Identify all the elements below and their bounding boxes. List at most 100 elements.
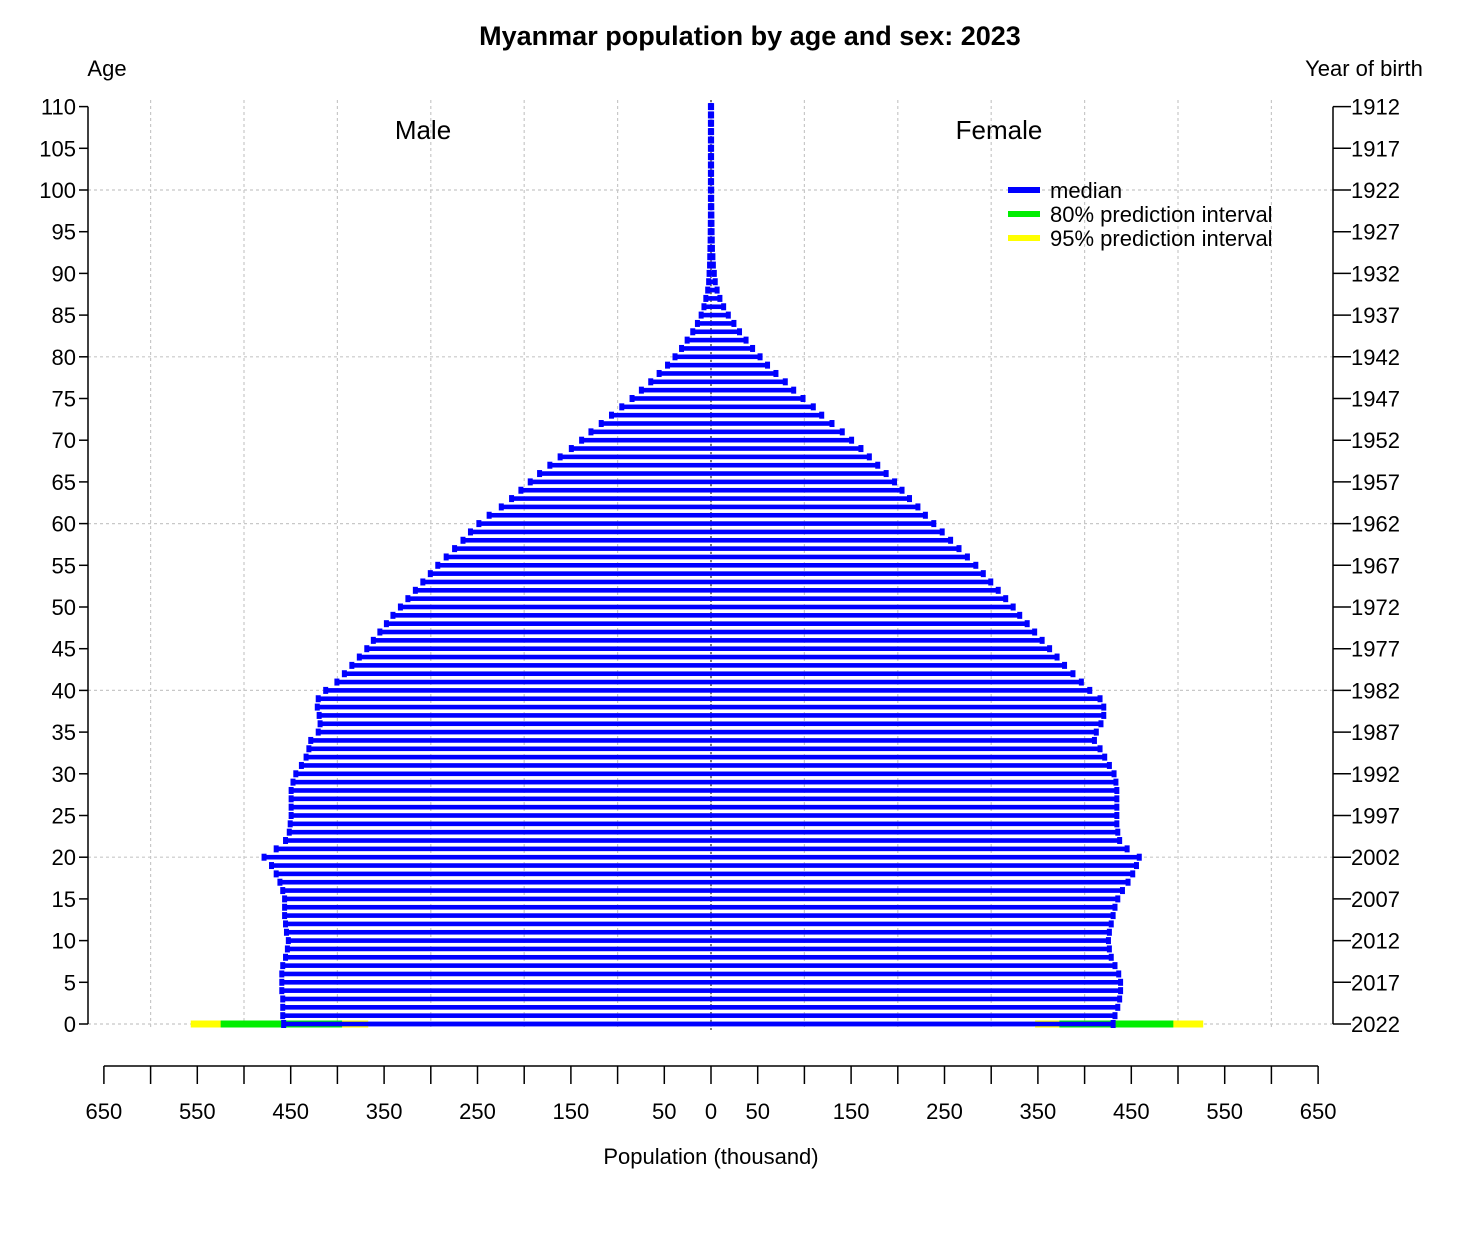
male-bar — [272, 863, 711, 868]
male-bar — [571, 446, 711, 451]
female-bar — [711, 354, 760, 360]
male-median-marker — [435, 561, 441, 569]
male-bar — [286, 929, 711, 935]
female-median-marker — [858, 445, 864, 453]
female-median-marker — [1114, 803, 1120, 811]
female-median-marker — [1114, 812, 1120, 819]
female-bar — [711, 454, 869, 460]
male-bar — [288, 938, 711, 943]
male-median-marker — [273, 845, 279, 853]
female-median-marker — [1110, 912, 1116, 920]
male-median-marker — [608, 411, 614, 419]
female-median-marker — [1118, 987, 1124, 995]
male-bar — [393, 613, 711, 618]
female-median-marker — [922, 511, 928, 519]
male-median-marker — [317, 720, 323, 728]
female-median-marker — [1112, 962, 1118, 970]
y-tick-label-left: 15 — [52, 887, 76, 912]
male-median-marker — [619, 403, 625, 411]
female-median-marker — [721, 303, 727, 311]
female-median-marker — [995, 586, 1001, 594]
female-median-marker — [709, 144, 715, 152]
male-bar — [512, 496, 711, 501]
male-bar — [319, 713, 711, 718]
female-bar — [711, 938, 1108, 943]
female-bar — [711, 829, 1118, 835]
female-median-marker — [1117, 837, 1123, 845]
female-median-marker — [709, 203, 715, 211]
x-tick-label: 650 — [86, 1099, 123, 1124]
x-tick-label: 450 — [1113, 1099, 1150, 1124]
male-bar — [286, 921, 711, 927]
female-bar — [711, 437, 852, 443]
male-bar — [287, 946, 711, 952]
female-median-marker — [915, 503, 921, 511]
x-tick-label: 50 — [652, 1099, 676, 1124]
female-bar — [711, 663, 1065, 668]
female-bar — [711, 954, 1111, 960]
male-median-marker — [283, 920, 289, 928]
y-tick-label-right: 2007 — [1351, 887, 1400, 912]
female-bar — [711, 913, 1113, 918]
female-bar — [711, 446, 861, 451]
male-bar — [311, 738, 711, 743]
male-median-marker — [315, 728, 321, 736]
male-bar — [317, 704, 711, 710]
female-bar — [711, 821, 1117, 827]
female-median-marker — [939, 528, 945, 536]
female-bar — [711, 504, 918, 510]
male-bar — [675, 354, 711, 360]
male-bar — [560, 454, 711, 460]
male-bar — [430, 571, 711, 576]
male-median-marker — [672, 353, 678, 361]
female-median-marker — [883, 470, 889, 478]
male-median-marker — [279, 987, 285, 995]
female-bar — [711, 529, 942, 535]
male-median-marker — [356, 653, 362, 661]
male-median-marker — [323, 686, 329, 694]
female-median-marker — [1115, 895, 1121, 903]
male-bar — [659, 371, 711, 376]
female-median-marker — [948, 536, 954, 544]
female-bar — [711, 596, 1006, 601]
male-bar — [550, 462, 711, 468]
female-median-marker — [1114, 786, 1120, 794]
x-tick-label: 150 — [553, 1099, 590, 1124]
female-bar — [711, 988, 1121, 993]
female-bar — [711, 963, 1115, 968]
female-median-marker — [717, 294, 723, 302]
male-bar — [283, 888, 711, 893]
male-bar — [367, 646, 711, 651]
x-tick-label: 650 — [1300, 1099, 1337, 1124]
male-bar — [285, 904, 711, 910]
female-bar — [711, 754, 1105, 760]
y-tick-label-left: 10 — [52, 929, 76, 954]
male-median-marker — [308, 736, 314, 744]
chart-title: Myanmar population by age and sex: 2023 — [479, 21, 1021, 51]
male-bar — [293, 779, 711, 785]
y-tick-label-left: 20 — [52, 845, 76, 870]
female-bar — [711, 321, 734, 326]
female-median-marker — [1102, 753, 1108, 761]
y-tick-label-right: 1967 — [1351, 553, 1400, 578]
male-bar — [706, 296, 711, 301]
male-bar — [697, 321, 711, 326]
female-median-marker — [1093, 728, 1099, 736]
male-median-marker — [701, 303, 707, 311]
legend-80pi-label: 80% prediction interval — [1050, 202, 1273, 227]
y-tick-label-left: 70 — [52, 428, 76, 453]
female-median-marker — [839, 428, 845, 436]
male-median-marker — [527, 478, 533, 486]
y-tick-label-right: 1987 — [1351, 720, 1400, 745]
male-median-marker — [598, 420, 604, 428]
male-median-marker — [288, 786, 294, 794]
female-bar — [711, 479, 895, 485]
male-median-marker — [283, 837, 289, 845]
male-median-marker — [273, 870, 279, 878]
female-median-marker — [709, 161, 715, 169]
female-bar — [711, 521, 934, 526]
male-median-marker — [665, 361, 671, 369]
male-median-marker — [279, 970, 285, 978]
male-median-marker — [286, 828, 292, 836]
male-median-marker — [694, 319, 700, 327]
